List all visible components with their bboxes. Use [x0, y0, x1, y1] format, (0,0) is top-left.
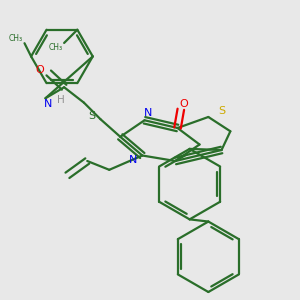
- Text: N: N: [44, 99, 52, 109]
- Text: O: O: [180, 99, 188, 109]
- Text: O: O: [35, 64, 44, 75]
- Text: CH₃: CH₃: [9, 34, 23, 43]
- Text: N: N: [144, 108, 152, 118]
- Text: S: S: [218, 106, 225, 116]
- Text: S: S: [88, 111, 95, 121]
- Text: H: H: [57, 95, 65, 106]
- Text: N: N: [129, 155, 138, 165]
- Text: CH₃: CH₃: [48, 43, 62, 52]
